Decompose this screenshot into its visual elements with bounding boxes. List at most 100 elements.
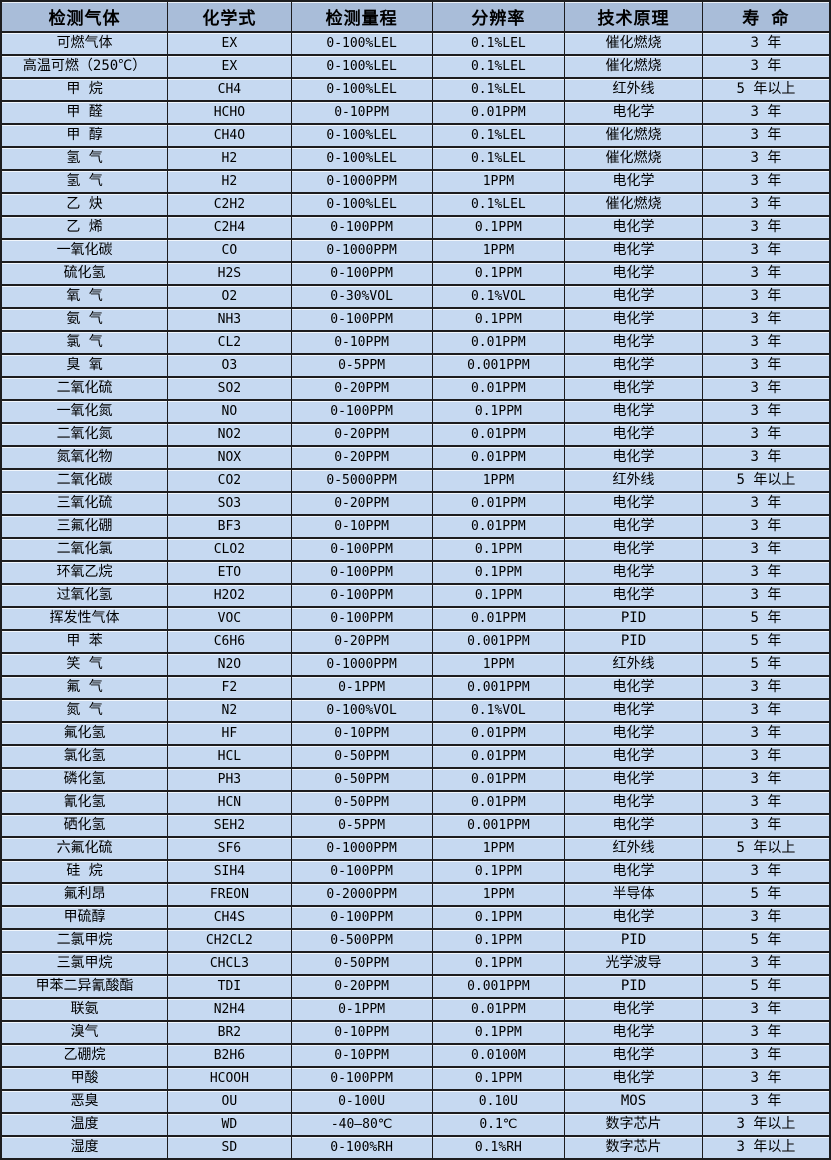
cell-range: 0-100PPM: [290, 905, 433, 930]
cell-principle: PID: [564, 928, 703, 953]
cell-resolution: 0.1PPM: [431, 583, 566, 608]
cell-principle: 电化学: [564, 330, 703, 355]
cell-lifespan: 3 年: [701, 997, 831, 1022]
cell-gas: 可燃气体: [0, 31, 169, 56]
cell-resolution: 0.1%LEL: [431, 77, 566, 102]
cell-gas: 三氯甲烷: [0, 951, 169, 976]
cell-range: 0-20PPM: [290, 491, 433, 516]
cell-range: 0-100U: [290, 1089, 433, 1114]
table-row: 二氧化碳 CO2 0-5000PPM 1PPM 红外线 5 年以上: [0, 468, 831, 493]
cell-gas: 湿度: [0, 1135, 169, 1160]
cell-principle: 电化学: [564, 790, 703, 815]
cell-principle: 电化学: [564, 376, 703, 401]
cell-lifespan: 3 年: [701, 238, 831, 263]
cell-formula: EX: [167, 31, 292, 56]
cell-lifespan: 3 年: [701, 1066, 831, 1091]
cell-lifespan: 3 年: [701, 537, 831, 562]
cell-range: 0-100PPM: [290, 583, 433, 608]
cell-range: 0-20PPM: [290, 376, 433, 401]
cell-resolution: 0.1%VOL: [431, 698, 566, 723]
cell-resolution: 1PPM: [431, 882, 566, 907]
cell-formula: EX: [167, 54, 292, 79]
cell-principle: 电化学: [564, 100, 703, 125]
cell-lifespan: 3 年: [701, 123, 831, 148]
cell-range: 0-100%LEL: [290, 31, 433, 56]
cell-resolution: 0.01PPM: [431, 744, 566, 769]
cell-resolution: 0.01PPM: [431, 445, 566, 470]
cell-principle: 催化燃烧: [564, 54, 703, 79]
cell-range: 0-50PPM: [290, 790, 433, 815]
cell-formula: CH4: [167, 77, 292, 102]
cell-lifespan: 3 年: [701, 215, 831, 240]
cell-principle: 电化学: [564, 169, 703, 194]
cell-range: 0-100PPM: [290, 859, 433, 884]
cell-resolution: 0.01PPM: [431, 100, 566, 125]
cell-range: 0-10PPM: [290, 1043, 433, 1068]
cell-lifespan: 3 年: [701, 491, 831, 516]
cell-gas: 温度: [0, 1112, 169, 1137]
cell-gas: 臭 氧: [0, 353, 169, 378]
cell-resolution: 0.001PPM: [431, 675, 566, 700]
cell-formula: CO: [167, 238, 292, 263]
cell-formula: SEH2: [167, 813, 292, 838]
cell-principle: 电化学: [564, 537, 703, 562]
table-header: 检测气体 化学式 检测量程 分辨率 技术原理寿 命: [0, 0, 831, 33]
cell-principle: 催化燃烧: [564, 146, 703, 171]
cell-principle: 红外线: [564, 468, 703, 493]
cell-principle: 半导体: [564, 882, 703, 907]
cell-principle: 电化学: [564, 445, 703, 470]
cell-formula: SIH4: [167, 859, 292, 884]
cell-range: 0-10PPM: [290, 330, 433, 355]
cell-gas: 二氧化氯: [0, 537, 169, 562]
cell-gas: 二氧化硫: [0, 376, 169, 401]
cell-formula: CH2CL2: [167, 928, 292, 953]
table-row: 溴气 BR2 0-10PPM 0.1PPM 电化学 3 年: [0, 1020, 831, 1045]
cell-principle: 催化燃烧: [564, 192, 703, 217]
cell-lifespan: 3 年: [701, 1043, 831, 1068]
table-row: 氢 气 H2 0-1000PPM 1PPM 电化学 3 年: [0, 169, 831, 194]
cell-principle: 光学波导: [564, 951, 703, 976]
cell-range: 0-10PPM: [290, 721, 433, 746]
cell-lifespan: 5 年: [701, 606, 831, 631]
table-row: 三氟化硼 BF3 0-10PPM 0.01PPM 电化学 3 年: [0, 514, 831, 539]
column-header-principle: 技术原理: [564, 0, 703, 33]
header-row: 检测气体 化学式 检测量程 分辨率 技术原理寿 命: [0, 0, 831, 33]
cell-formula: NOX: [167, 445, 292, 470]
table-row: 硫化氢 H2S 0-100PPM 0.1PPM 电化学 3 年: [0, 261, 831, 286]
cell-principle: 电化学: [564, 721, 703, 746]
cell-range: 0-100%LEL: [290, 123, 433, 148]
cell-principle: 电化学: [564, 514, 703, 539]
table-row: 过氧化氢 H2O2 0-100PPM 0.1PPM 电化学 3 年: [0, 583, 831, 608]
cell-gas: 恶臭: [0, 1089, 169, 1114]
cell-formula: C2H4: [167, 215, 292, 240]
cell-lifespan: 3 年: [701, 100, 831, 125]
cell-formula: BR2: [167, 1020, 292, 1045]
cell-range: 0-100%VOL: [290, 698, 433, 723]
cell-range: 0-100PPM: [290, 261, 433, 286]
cell-lifespan: 3 年: [701, 905, 831, 930]
cell-gas: 氟利昂: [0, 882, 169, 907]
column-header-lifespan: 寿 命: [701, 0, 831, 33]
cell-range: 0-100%LEL: [290, 146, 433, 171]
table-row: 二氧化硫 SO2 0-20PPM 0.01PPM 电化学 3 年: [0, 376, 831, 401]
cell-lifespan: 3 年: [701, 146, 831, 171]
cell-principle: 红外线: [564, 77, 703, 102]
cell-range: 0-100PPM: [290, 606, 433, 631]
cell-formula: B2H6: [167, 1043, 292, 1068]
cell-lifespan: 5 年: [701, 652, 831, 677]
table-row: 氮 气 N2 0-100%VOL 0.1%VOL 电化学 3 年: [0, 698, 831, 723]
cell-lifespan: 3 年: [701, 514, 831, 539]
table-row: 乙 炔 C2H2 0-100%LEL 0.1%LEL 催化燃烧 3 年: [0, 192, 831, 217]
table-row: 甲酸 HCOOH 0-100PPM 0.1PPM 电化学 3 年: [0, 1066, 831, 1091]
cell-principle: 电化学: [564, 307, 703, 332]
cell-gas: 甲 醛: [0, 100, 169, 125]
cell-formula: NO2: [167, 422, 292, 447]
cell-resolution: 1PPM: [431, 238, 566, 263]
table-row: 磷化氢 PH3 0-50PPM 0.01PPM 电化学 3 年: [0, 767, 831, 792]
cell-gas: 氯 气: [0, 330, 169, 355]
cell-gas: 溴气: [0, 1020, 169, 1045]
cell-gas: 笑 气: [0, 652, 169, 677]
cell-resolution: 0.01PPM: [431, 330, 566, 355]
cell-resolution: 0.001PPM: [431, 629, 566, 654]
table-row: 氧 气 O2 0-30%VOL 0.1%VOL 电化学 3 年: [0, 284, 831, 309]
